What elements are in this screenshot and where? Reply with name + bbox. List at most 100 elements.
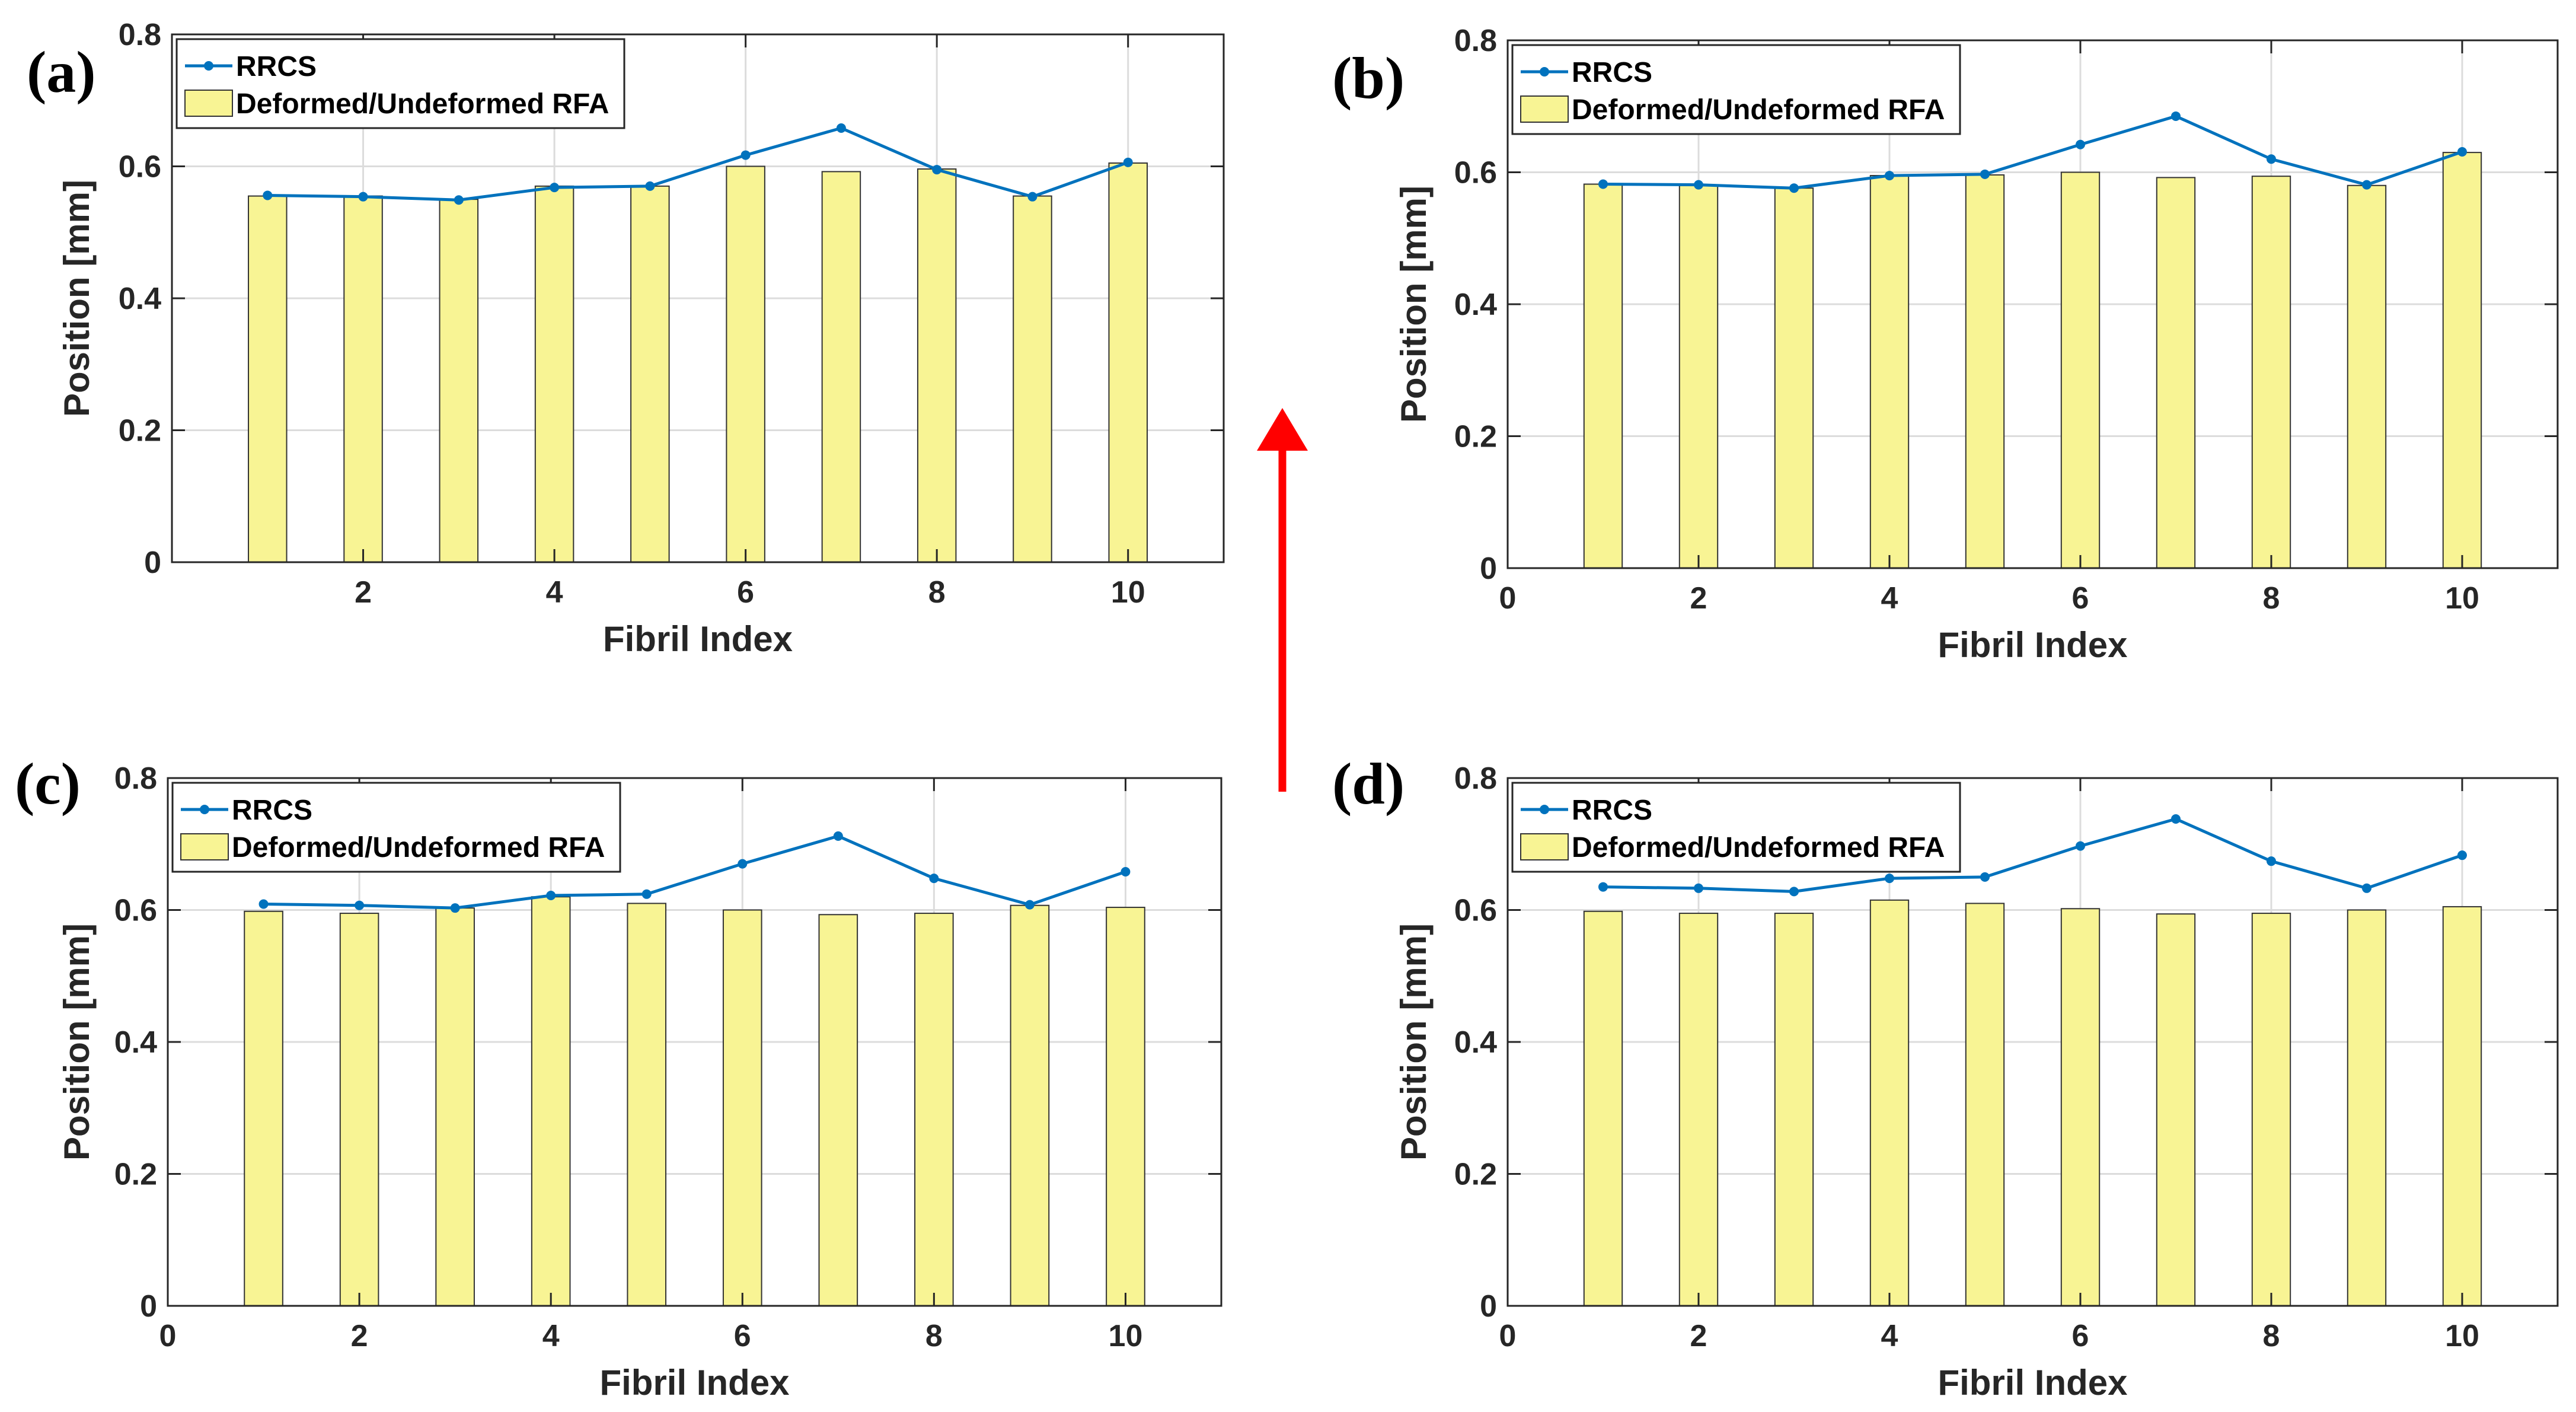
rrcs-point	[454, 195, 464, 205]
bar-mark	[627, 903, 667, 1306]
bar-mark	[722, 909, 762, 1306]
y-tick-label: 0.2	[1454, 1158, 1497, 1192]
bar-mark	[2060, 171, 2101, 569]
x-tick-label: 4	[546, 575, 563, 610]
x-tick-label: 2	[355, 575, 372, 610]
y-tick-label: 0.4	[1454, 1025, 1497, 1060]
rrcs-point	[738, 859, 748, 869]
bar-mark	[531, 896, 571, 1306]
y-tick-label: 0.2	[119, 414, 161, 448]
legend-marker	[200, 805, 209, 814]
y-tick-label: 0.6	[119, 150, 161, 184]
rrcs-point	[932, 165, 942, 175]
bar-mark	[1965, 903, 2005, 1306]
legend-entry-label: RRCS	[1572, 57, 1652, 88]
legend-bar-swatch	[1520, 95, 1569, 123]
bar-mark	[1965, 174, 2005, 569]
x-tick-label: 8	[928, 575, 946, 610]
legend-marker	[1540, 67, 1549, 77]
rrcs-point	[645, 181, 655, 191]
bar-mark	[630, 185, 670, 563]
bar-mark	[2251, 913, 2291, 1306]
rrcs-point	[836, 123, 846, 133]
rrcs-point	[258, 899, 269, 909]
rrcs-point	[1789, 887, 1799, 897]
legend: RRCS Deformed/Undeformed RFA	[1511, 44, 1961, 135]
y-tick-label: 0.4	[114, 1025, 157, 1060]
x-tick-label: 0	[1499, 581, 1517, 616]
legend-marker	[1540, 805, 1549, 814]
y-tick-label: 0	[1480, 1289, 1497, 1324]
bar-mark	[1108, 162, 1148, 563]
x-axis-label: Fibril Index	[1937, 1363, 2127, 1403]
rrcs-point	[1789, 183, 1799, 193]
y-axis-label: Position [mm]	[1394, 923, 1434, 1161]
rrcs-point	[2267, 154, 2276, 164]
chart-panel: 0 0.2 0.4 0.6 0.8 0 2 4 6 8 10 Fibril Index Position…	[1332, 751, 2559, 1403]
y-tick-label: 0	[1480, 552, 1497, 586]
rrcs-point	[263, 190, 273, 200]
x-tick-label: 4	[1881, 1319, 1898, 1353]
rrcs-point	[2457, 850, 2467, 860]
bar-mark	[435, 907, 475, 1306]
rrcs-point	[1885, 171, 1894, 181]
x-tick-label: 10	[1111, 575, 1145, 610]
y-tick-label: 0.6	[1454, 894, 1497, 928]
rrcs-point	[1123, 157, 1133, 167]
x-tick-label: 4	[1881, 581, 1898, 616]
bar-mark	[343, 195, 383, 563]
rrcs-point	[1694, 180, 1703, 190]
rrcs-point	[1121, 866, 1131, 876]
x-tick-label: 0	[159, 1319, 177, 1353]
y-tick-label: 0	[144, 546, 161, 580]
x-tick-label: 10	[2445, 581, 2479, 616]
rrcs-line	[1603, 114, 2463, 190]
x-tick-label: 10	[1109, 1319, 1143, 1353]
bar-mark	[1869, 175, 1910, 569]
y-axis-label: Position [mm]	[57, 923, 97, 1161]
legend-entry-label: Deformed/Undeformed RFA	[236, 88, 609, 120]
x-tick-label: 6	[734, 1319, 751, 1353]
y-tick-label: 0.8	[1454, 24, 1497, 58]
bar-mark	[1869, 899, 1910, 1306]
rrcs-point	[550, 183, 560, 193]
bar-mark	[818, 914, 858, 1306]
legend: RRCS Deformed/Undeformed RFA	[1511, 782, 1961, 873]
x-axis-label: Fibril Index	[599, 1363, 789, 1403]
bar-mark	[2347, 184, 2387, 569]
rrcs-point	[2076, 841, 2085, 851]
legend-marker	[204, 61, 213, 71]
panel-label: (c)	[15, 751, 81, 817]
bar-mark	[2156, 177, 2196, 569]
bar-mark	[2347, 909, 2387, 1306]
bar-mark	[1678, 184, 1719, 569]
rrcs-point	[1885, 874, 1894, 884]
y-tick-label: 0.8	[119, 18, 161, 52]
rrcs-line	[1603, 817, 2463, 893]
y-tick-label: 0.6	[114, 894, 157, 928]
bar-mark	[2060, 908, 2101, 1306]
rrcs-point	[2171, 814, 2181, 824]
bar-mark	[439, 199, 479, 563]
y-tick-label: 0.4	[1454, 288, 1497, 322]
y-tick-label: 0.2	[114, 1158, 157, 1192]
legend-entry-label: Deformed/Undeformed RFA	[232, 832, 605, 863]
legend-box	[175, 38, 625, 129]
rrcs-point	[740, 150, 751, 160]
bar-mark	[534, 185, 574, 563]
chart-panel: 0 0.2 0.4 0.6 0.8 2 4 6 8 10 Fibril Index Position …	[27, 18, 1225, 659]
bar-mark	[821, 171, 861, 563]
y-tick-label: 0.6	[1454, 156, 1497, 190]
panels-group: 0 0.2 0.4 0.6 0.8 2 4 6 8 10 Fibril Index Position …	[15, 18, 2559, 1403]
bar-mark	[1106, 907, 1145, 1307]
legend-entry-label: Deformed/Undeformed RFA	[1572, 832, 1945, 863]
bar-mark	[1583, 910, 1623, 1306]
chart-panel: 0 0.2 0.4 0.6 0.8 0 2 4 6 8 10 Fibril Index Position…	[1332, 24, 2559, 665]
panel-label: (b)	[1332, 45, 1404, 111]
rrcs-point	[1598, 882, 1608, 892]
bar-mark	[2251, 176, 2291, 569]
y-axis-label: Position [mm]	[57, 180, 97, 417]
rrcs-point	[929, 874, 939, 884]
x-tick-label: 8	[925, 1319, 943, 1353]
rrcs-line	[267, 126, 1129, 202]
